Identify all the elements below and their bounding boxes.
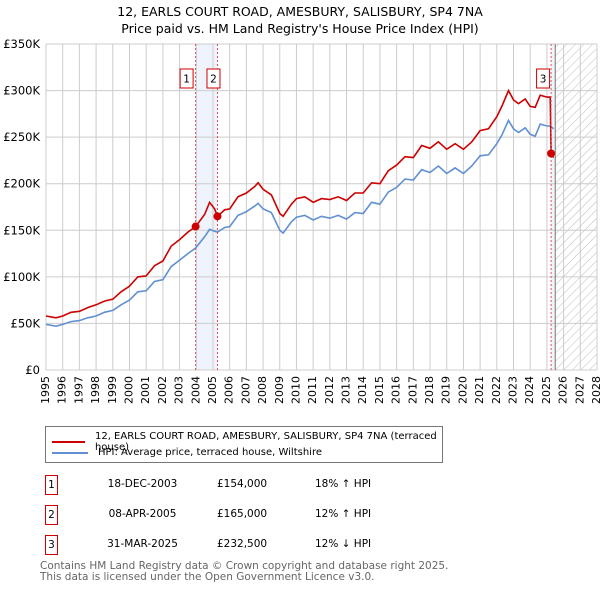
property-price-line: [45, 88, 555, 319]
chart-legend: 12, EARLS COURT ROAD, AMESBURY, SALISBUR…: [45, 426, 443, 463]
x-tick-label: 2014: [356, 376, 369, 404]
sale-point: [213, 212, 222, 221]
x-tick-label: 2005: [206, 376, 219, 404]
sale-label-box: [206, 68, 221, 89]
transaction-hpi-diff: 18% ↑ HPI: [315, 478, 372, 490]
sale-label: 2: [210, 74, 217, 86]
legend-swatch-red: [52, 441, 85, 443]
x-tick-label: 2007: [239, 376, 252, 404]
x-tick-label: 2000: [122, 376, 135, 404]
x-tick-label: 2024: [523, 376, 536, 404]
x-tick-label: 2017: [406, 376, 419, 404]
legend-label: HPI: Average price, terraced house, Wilt…: [98, 447, 322, 458]
forecast-hatch: [555, 44, 597, 370]
price-chart: 1995 1996 1997 1998 1999 2000 2001 2002 2003 2004…: [3, 37, 600, 404]
chart-title: 12, EARLS COURT ROAD, AMESBURY, SALISBUR…: [117, 4, 483, 19]
x-tick-label: 2021: [473, 376, 486, 404]
transaction-marker: 2: [45, 505, 58, 525]
x-tick-label: 2010: [289, 376, 302, 404]
transaction-date: 18-DEC-2003: [107, 478, 178, 490]
x-tick-label: 1998: [89, 376, 102, 404]
footer-line-1: Contains HM Land Registry data © Crown c…: [40, 560, 449, 572]
sale-label-box: [536, 68, 551, 89]
transaction-date: 31-MAR-2025: [107, 538, 178, 550]
x-tick-label: 2008: [256, 376, 269, 404]
y-tick-label: £0: [25, 363, 40, 377]
x-tick-label: 2006: [223, 376, 236, 404]
x-tick-label: 1999: [106, 376, 119, 404]
x-tick-label: 2004: [189, 376, 202, 404]
transaction-row: 2 08-APR-2005 £165,000 12% ↑ HPI: [45, 505, 445, 525]
sale-label: 3: [540, 74, 547, 86]
x-tick-label: 2019: [440, 376, 453, 404]
y-tick-label: £150K: [3, 223, 40, 237]
y-tick-label: £300K: [3, 84, 40, 98]
x-tick-label: 2013: [340, 376, 353, 404]
sale-point: [547, 149, 556, 158]
y-tick-label: £200K: [3, 177, 40, 191]
x-tick-label: 2023: [507, 376, 520, 404]
sale-label-box: [179, 68, 194, 89]
legend-item-hpi: HPI: Average price, terraced house, Wilt…: [52, 447, 322, 458]
x-tick-label: 2003: [173, 376, 186, 404]
x-tick-label: 2026: [557, 376, 570, 404]
footer-line-2: This data is licensed under the Open Gov…: [40, 571, 375, 583]
transaction-hpi-diff: 12% ↑ HPI: [315, 508, 372, 520]
transaction-row: 1 18-DEC-2003 £154,000 18% ↑ HPI: [45, 475, 445, 495]
transaction-price: £232,500: [217, 538, 268, 550]
x-tick-label: 2012: [323, 376, 336, 404]
transaction-date: 08-APR-2005: [108, 508, 177, 520]
x-tick-label: 1996: [56, 376, 69, 404]
legend-label: 12, EARLS COURT ROAD, AMESBURY, SALISBUR…: [94, 431, 437, 453]
x-tick-label: 2002: [156, 376, 169, 404]
transaction-hpi-diff: 12% ↓ HPI: [315, 538, 372, 550]
hpi-line: [45, 118, 555, 328]
y-tick-label: £250K: [3, 130, 40, 144]
x-tick-label: 2016: [390, 376, 403, 404]
x-tick-label: 2009: [273, 376, 286, 404]
x-tick-label: 2027: [573, 376, 586, 404]
legend-item-property: 12, EARLS COURT ROAD, AMESBURY, SALISBUR…: [52, 431, 442, 453]
chart-subtitle: Price paid vs. HM Land Registry's House …: [121, 21, 479, 36]
x-tick-label: 2015: [373, 376, 386, 404]
x-tick-label: 2001: [139, 376, 152, 404]
x-tick-label: 2018: [423, 376, 436, 404]
transaction-price: £165,000: [217, 508, 268, 520]
sale-period-shade: [195, 44, 218, 370]
x-tick-label: 1997: [72, 376, 85, 404]
transaction-row: 3 31-MAR-2025 £232,500 12% ↓ HPI: [45, 535, 445, 555]
legend-swatch-blue: [52, 451, 88, 454]
x-tick-label: 2022: [490, 376, 503, 404]
sale-period-shade: [551, 44, 556, 370]
transaction-marker: 3: [45, 535, 58, 555]
x-tick-label: 1995: [39, 376, 52, 404]
x-tick-label: 2025: [540, 376, 553, 404]
y-tick-label: £50K: [11, 316, 41, 330]
x-tick-label: 2011: [306, 376, 319, 404]
transaction-marker: 1: [45, 475, 58, 495]
sale-point: [191, 222, 200, 231]
footer: Contains HM Land Registry data © Crown c…: [40, 561, 448, 583]
x-tick-label: 2020: [456, 376, 469, 404]
x-tick-label: 2028: [590, 376, 600, 404]
transaction-price: £154,000: [217, 478, 268, 490]
y-tick-label: £350K: [3, 37, 40, 51]
sale-label: 1: [183, 74, 190, 86]
y-tick-label: £100K: [3, 270, 40, 284]
